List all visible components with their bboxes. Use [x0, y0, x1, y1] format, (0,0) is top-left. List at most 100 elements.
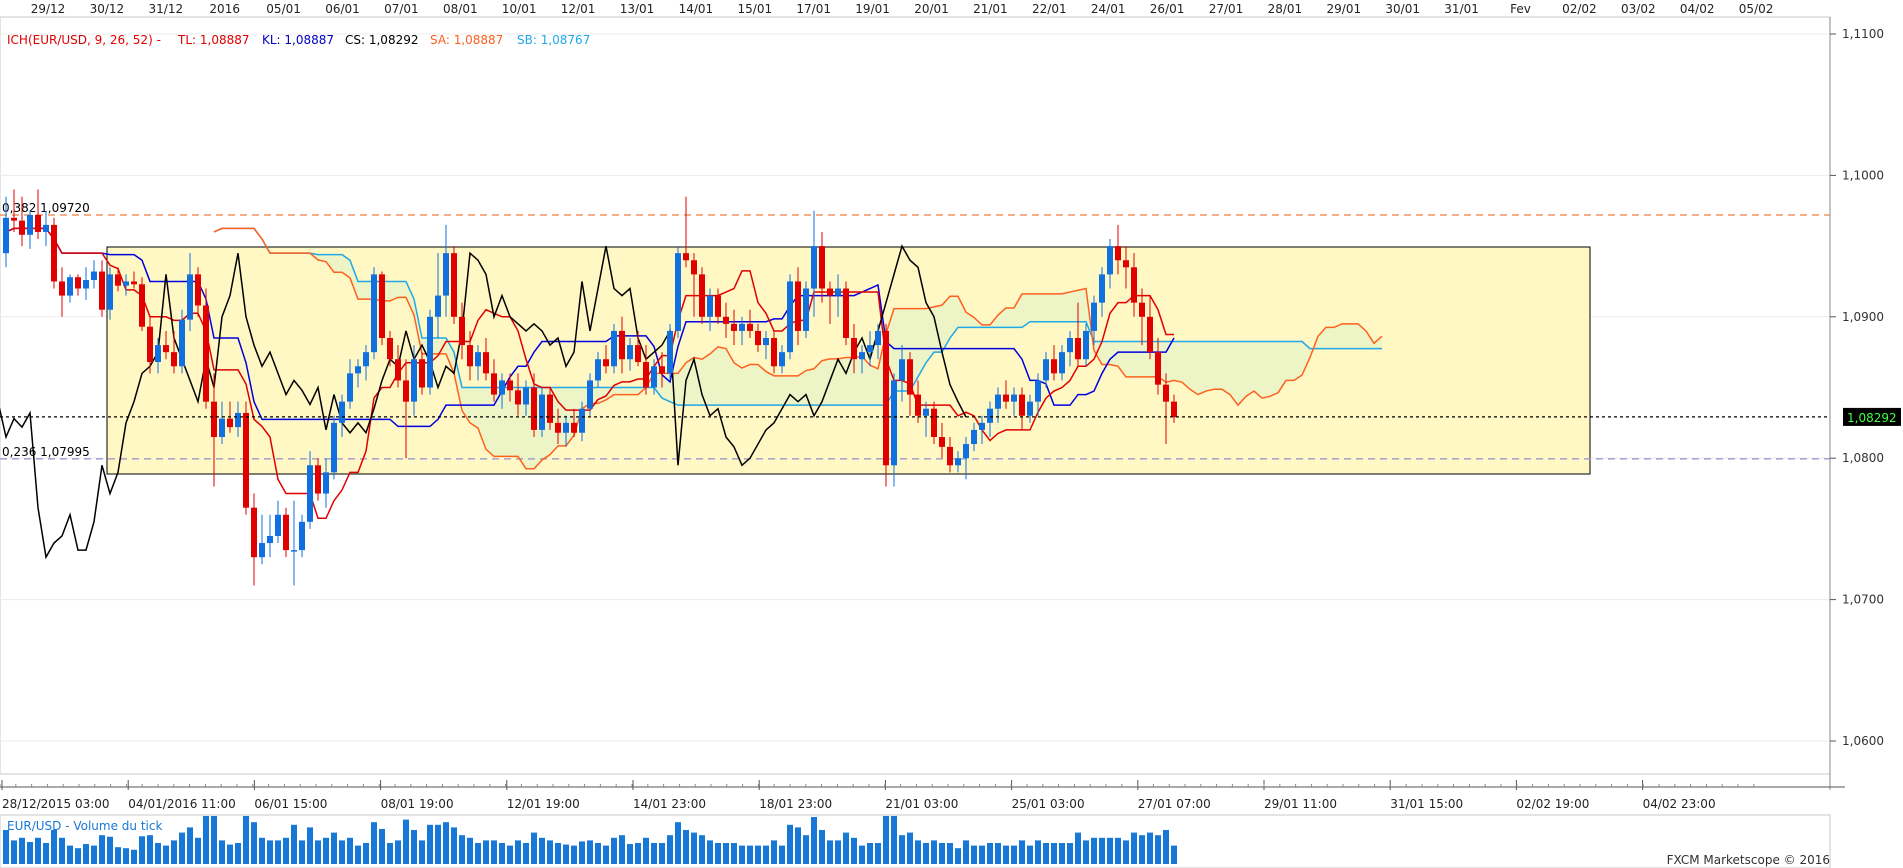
volume-bar: [259, 837, 265, 864]
volume-bar: [1147, 832, 1153, 864]
bottom-date-label: 06/01 15:00: [254, 797, 327, 811]
volume-bar: [843, 832, 849, 864]
volume-bar: [323, 837, 329, 864]
candle-body: [1059, 352, 1065, 374]
volume-bar: [363, 843, 369, 864]
highlight-rectangle[interactable]: [106, 246, 1591, 475]
bottom-date-label: 04/02 23:00: [1643, 797, 1716, 811]
volume-bar: [731, 843, 737, 864]
volume-bar: [1075, 832, 1081, 864]
volume-bar: [235, 843, 241, 864]
volume-bar: [219, 840, 225, 864]
candle-body: [443, 253, 449, 296]
volume-bar: [1059, 843, 1065, 864]
candle-body: [563, 422, 569, 433]
volume-bar: [251, 822, 257, 864]
candle-body: [275, 514, 281, 536]
volume-bar: [507, 845, 513, 864]
legend-kl: KL: 1,08887: [262, 33, 334, 47]
candle-body: [907, 359, 913, 395]
candle-body: [1171, 401, 1177, 418]
volume-bar: [19, 837, 25, 864]
top-date-label: 21/01: [973, 2, 1008, 16]
volume-bar: [467, 837, 473, 864]
candle-body: [59, 281, 65, 296]
plot-area[interactable]: 0,382 1,09720 0,236 1,07995 1,08292: [0, 16, 1901, 775]
candle-body: [827, 288, 833, 296]
candle-body: [291, 550, 297, 552]
volume-bar: [179, 832, 185, 864]
candle-body: [643, 362, 649, 388]
top-date-label: 17/01: [796, 2, 831, 16]
candle-body: [259, 543, 265, 558]
candle-body: [1107, 246, 1113, 275]
volume-bar: [59, 837, 65, 864]
candle-body: [299, 521, 305, 551]
volume-bar: [283, 837, 289, 864]
candle-body: [731, 323, 737, 331]
candle-body: [371, 274, 377, 353]
volume-bar: [1067, 843, 1073, 864]
volume-bar: [803, 835, 809, 864]
volume-bar: [987, 843, 993, 864]
volume-bar: [155, 843, 161, 864]
candle-body: [395, 359, 401, 381]
price-tick-label: 1,0900: [1842, 310, 1884, 324]
candle-body: [739, 323, 745, 331]
volume-bar: [211, 816, 217, 864]
volume-bar: [931, 840, 937, 864]
volume-bar: [1043, 843, 1049, 864]
candle-body: [331, 422, 337, 473]
volume-bar: [1035, 840, 1041, 864]
volume-bar: [1155, 835, 1161, 864]
volume-bar: [923, 843, 929, 864]
current-price-box: [1843, 407, 1901, 426]
volume-bar: [451, 827, 457, 864]
volume-bar: [531, 832, 537, 864]
legend-title: ICH(EUR/USD, 9, 26, 52) -: [7, 33, 161, 47]
top-date-label: 05/01: [266, 2, 301, 16]
bottom-date-label: 14/01 23:00: [633, 797, 706, 811]
volume-bar: [1115, 837, 1121, 864]
candle-body: [75, 277, 81, 289]
volume-bar: [3, 830, 9, 864]
volume-bar: [1003, 845, 1009, 864]
volume-bar: [947, 843, 953, 864]
volume-bar: [443, 822, 449, 864]
bottom-date-label: 29/01 11:00: [1264, 797, 1337, 811]
candle-body: [171, 352, 177, 367]
volume-bar: [763, 845, 769, 864]
volume-bar: [291, 824, 297, 864]
top-date-label: 31/01: [1444, 2, 1479, 16]
volume-bar: [115, 847, 121, 864]
candle-body: [947, 446, 953, 466]
candle-body: [179, 319, 185, 367]
ichimoku-cloud: [214, 228, 1382, 469]
volume-bar: [1163, 830, 1169, 864]
volume-bar: [523, 843, 529, 864]
candle-body: [539, 394, 545, 430]
bottom-date-label: 02/02 19:00: [1516, 797, 1589, 811]
volume-bar: [147, 835, 153, 864]
volume-bar: [499, 843, 505, 864]
candle-body: [403, 380, 409, 402]
candlestick-series[interactable]: [3, 189, 1177, 586]
volume-bar: [99, 835, 105, 864]
volume-bar: [331, 832, 337, 864]
candle-body: [467, 345, 473, 367]
candle-body: [1027, 401, 1033, 416]
volume-bar: [995, 843, 1001, 864]
volume-bar: [1171, 845, 1177, 864]
volume-bar: [419, 840, 425, 864]
volume-bar: [1027, 845, 1033, 864]
top-date-label: 2016: [209, 2, 240, 16]
volume-bar: [547, 840, 553, 864]
volume-bar: [771, 840, 777, 864]
candle-body: [11, 217, 17, 221]
volume-bar: [787, 824, 793, 864]
volume-bar: [475, 843, 481, 864]
candle-body: [139, 284, 145, 327]
volume-bar: [131, 849, 137, 864]
volume-bar: [379, 828, 385, 864]
